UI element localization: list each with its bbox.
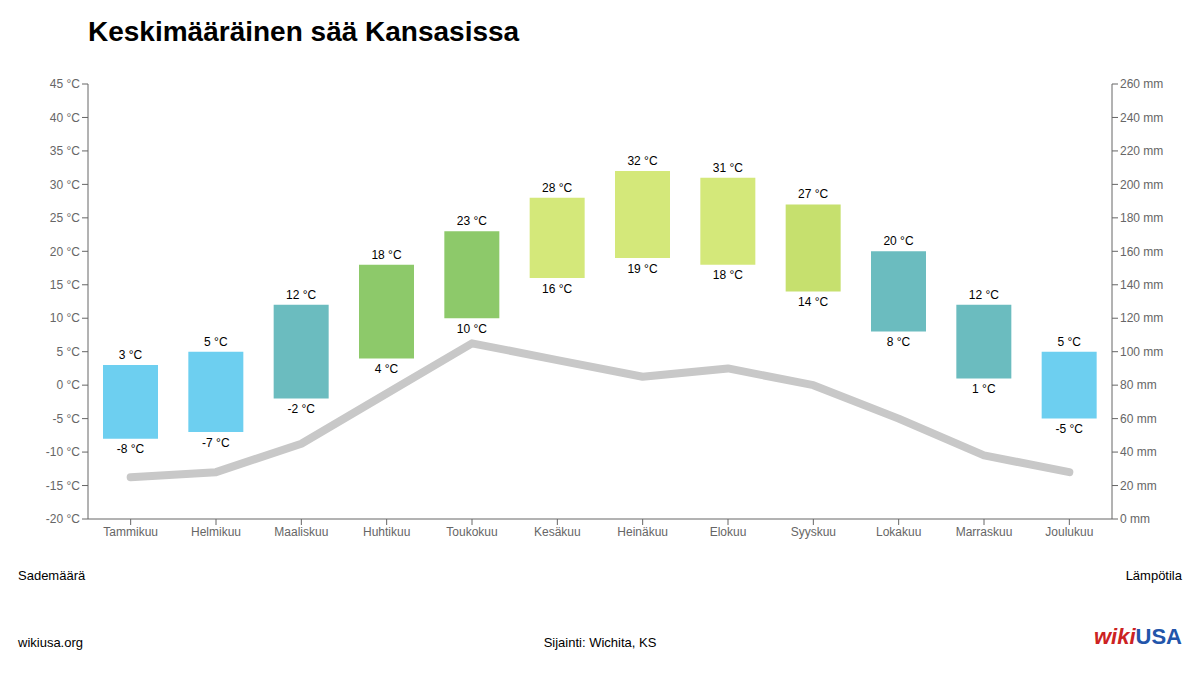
svg-text:160 mm: 160 mm xyxy=(1120,245,1163,259)
svg-text:5 °C: 5 °C xyxy=(57,345,81,359)
svg-text:5 °C: 5 °C xyxy=(1057,335,1081,349)
svg-text:Huhtikuu: Huhtikuu xyxy=(363,525,410,539)
svg-text:27 °C: 27 °C xyxy=(798,187,828,201)
svg-text:200 mm: 200 mm xyxy=(1120,178,1163,192)
svg-text:12 °C: 12 °C xyxy=(286,288,316,302)
svg-text:12 °C: 12 °C xyxy=(969,288,999,302)
svg-text:14 °C: 14 °C xyxy=(798,295,828,309)
svg-text:4 °C: 4 °C xyxy=(375,362,399,376)
svg-text:25 °C: 25 °C xyxy=(50,211,80,225)
svg-text:-5 °C: -5 °C xyxy=(1055,422,1083,436)
svg-text:Heinäkuu: Heinäkuu xyxy=(617,525,668,539)
html-text:Sademäärä: Sademäärä xyxy=(18,568,86,583)
svg-text:Elokuu: Elokuu xyxy=(710,525,747,539)
svg-text:15 °C: 15 °C xyxy=(50,278,80,292)
svg-text:3 °C: 3 °C xyxy=(119,348,143,362)
svg-text:220 mm: 220 mm xyxy=(1120,144,1163,158)
svg-text:Syyskuu: Syyskuu xyxy=(791,525,836,539)
svg-text:10 °C: 10 °C xyxy=(50,311,80,325)
svg-text:40 °C: 40 °C xyxy=(50,111,80,125)
svg-text:-2 °C: -2 °C xyxy=(287,402,315,416)
svg-text:-8 °C: -8 °C xyxy=(117,442,145,456)
svg-text:Tammikuu: Tammikuu xyxy=(103,525,158,539)
svg-text:Toukokuu: Toukokuu xyxy=(446,525,497,539)
svg-text:31 °C: 31 °C xyxy=(713,161,743,175)
svg-text:Kesäkuu: Kesäkuu xyxy=(534,525,581,539)
svg-text:18 °C: 18 °C xyxy=(713,268,743,282)
svg-text:35 °C: 35 °C xyxy=(50,144,80,158)
svg-text:-10 °C: -10 °C xyxy=(46,445,80,459)
svg-text:100 mm: 100 mm xyxy=(1120,345,1163,359)
svg-text:10 °C: 10 °C xyxy=(457,322,487,336)
svg-text:-20 °C: -20 °C xyxy=(46,512,80,526)
svg-text:Helmikuu: Helmikuu xyxy=(191,525,241,539)
svg-text:Joulukuu: Joulukuu xyxy=(1045,525,1093,539)
svg-text:20 °C: 20 °C xyxy=(883,234,913,248)
svg-text:19 °C: 19 °C xyxy=(627,262,657,276)
svg-text:5 °C: 5 °C xyxy=(204,335,228,349)
svg-text:0 mm: 0 mm xyxy=(1120,512,1150,526)
svg-text:1 °C: 1 °C xyxy=(972,382,996,396)
svg-text:0 °C: 0 °C xyxy=(57,378,81,392)
svg-text:80 mm: 80 mm xyxy=(1120,378,1157,392)
svg-text:32 °C: 32 °C xyxy=(627,154,657,168)
svg-text:180 mm: 180 mm xyxy=(1120,211,1163,225)
svg-text:260 mm: 260 mm xyxy=(1120,77,1163,91)
svg-text:20 mm: 20 mm xyxy=(1120,479,1157,493)
svg-text:16 °C: 16 °C xyxy=(542,282,572,296)
svg-text:Lokakuu: Lokakuu xyxy=(876,525,921,539)
svg-text:8 °C: 8 °C xyxy=(887,335,911,349)
svg-text:40 mm: 40 mm xyxy=(1120,445,1157,459)
html-text:wikiusa.org: wikiusa.org xyxy=(18,635,83,650)
svg-text:30 °C: 30 °C xyxy=(50,178,80,192)
svg-text:60 mm: 60 mm xyxy=(1120,412,1157,426)
html-text:Sijainti: Wichita, KS: Sijainti: Wichita, KS xyxy=(543,635,657,650)
svg-text:Maaliskuu: Maaliskuu xyxy=(274,525,328,539)
svg-text:-15 °C: -15 °C xyxy=(46,479,80,493)
svg-text:-5 °C: -5 °C xyxy=(53,412,81,426)
html-text:Keskimääräinen sää Kansasissa: Keskimääräinen sää Kansasissa xyxy=(88,16,520,47)
svg-text:45 °C: 45 °C xyxy=(50,77,80,91)
svg-text:240 mm: 240 mm xyxy=(1120,111,1163,125)
html-text:wiki USA: wiki USA xyxy=(1094,624,1182,649)
svg-text:120 mm: 120 mm xyxy=(1120,311,1163,325)
svg-text:23 °C: 23 °C xyxy=(457,214,487,228)
svg-text:28 °C: 28 °C xyxy=(542,181,572,195)
svg-text:18 °C: 18 °C xyxy=(371,248,401,262)
svg-text:140 mm: 140 mm xyxy=(1120,278,1163,292)
svg-text:Marraskuu: Marraskuu xyxy=(956,525,1013,539)
svg-text:20 °C: 20 °C xyxy=(50,245,80,259)
svg-text:-7 °C: -7 °C xyxy=(202,436,230,450)
html-text:Lämpötila: Lämpötila xyxy=(1125,568,1182,583)
